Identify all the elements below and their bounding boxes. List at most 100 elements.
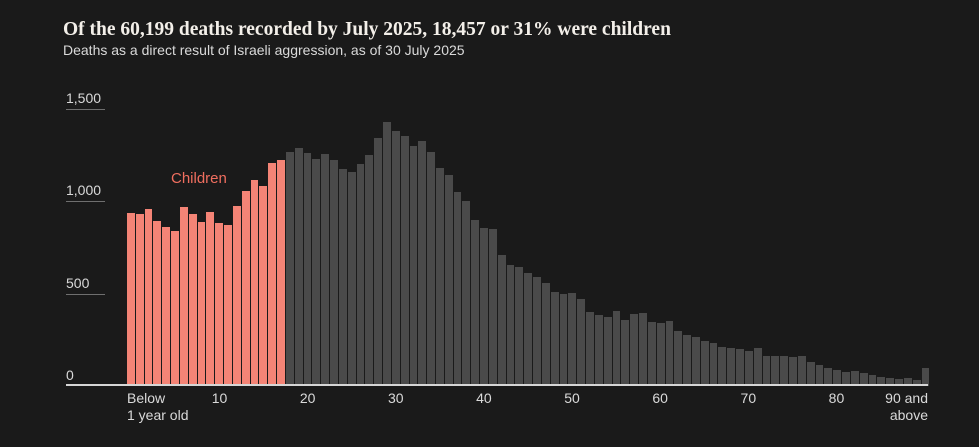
x-tick-label-line: above	[889, 407, 928, 423]
bar-age-28	[374, 137, 383, 386]
bar-chart-area	[127, 109, 930, 386]
bar-age-4	[162, 227, 171, 386]
bar-age-13	[241, 191, 250, 386]
bar-age-63	[683, 334, 691, 386]
bar-age-18	[285, 152, 294, 386]
bar-age-30	[391, 131, 400, 386]
bar-age-81	[842, 372, 850, 386]
bar-age-66	[709, 342, 718, 386]
bar-age-67	[718, 347, 727, 386]
bar-age-10	[215, 222, 224, 386]
bar-age-46	[533, 277, 541, 386]
bar-age-68	[727, 348, 736, 386]
bar-age-42	[497, 254, 506, 386]
bar-age-61	[665, 321, 674, 386]
bar-age-56	[621, 320, 630, 386]
y-tick-label-500: 500	[66, 274, 90, 291]
bar-age-55	[612, 311, 621, 386]
bar-age-35	[435, 168, 444, 386]
bar-age-51	[577, 299, 586, 386]
bar-age-73	[771, 355, 780, 386]
bar-age-70	[744, 350, 753, 386]
bar-age-25	[347, 171, 356, 386]
bar-age-12	[232, 205, 241, 386]
bar-age-23	[330, 159, 338, 386]
bar-age-71	[753, 348, 762, 386]
bar-age-54	[603, 316, 612, 386]
bar-age-32	[409, 145, 418, 386]
bar-age-17	[277, 159, 285, 386]
bar-age-36	[444, 175, 453, 386]
x-tick-label-line: 1 year old	[127, 407, 189, 423]
bar-age-90+	[921, 368, 930, 386]
y-tick-label-1,500: 1,500	[66, 90, 102, 106]
bar-age-45	[524, 273, 533, 386]
x-tick-label-10: 10	[211, 390, 228, 406]
bar-age-3	[153, 220, 162, 386]
x-tick-label-80: 80	[828, 390, 845, 406]
bar-age-39	[471, 219, 480, 386]
bar-age-87	[895, 378, 903, 386]
bar-age-65	[700, 340, 709, 386]
bar-age-33	[418, 141, 427, 386]
bar-age-76	[797, 356, 806, 386]
bar-age-1	[135, 214, 144, 386]
chart-subtitle: Deaths as a direct result of Israeli agg…	[63, 42, 465, 58]
x-tick-label-line: Below	[127, 390, 166, 406]
bar-age-77	[806, 362, 815, 386]
bar-age-21	[312, 158, 321, 386]
bar-age-43	[506, 265, 515, 386]
x-axis-baseline	[66, 384, 928, 386]
bar-age-53	[594, 314, 603, 386]
bar-age-29	[383, 121, 391, 386]
x-tick-label-30: 30	[388, 390, 404, 406]
bar-age-14	[250, 180, 259, 386]
bar-age-59	[647, 322, 656, 386]
bar-age-15	[259, 185, 268, 386]
bar-age-74	[780, 356, 789, 386]
y-tick-line-500	[66, 293, 105, 295]
bar-age-5	[171, 230, 179, 386]
bar-age-8	[197, 221, 206, 386]
bar-age-72	[762, 356, 771, 386]
bar-age-19	[294, 147, 303, 386]
bar-age-64	[692, 337, 700, 386]
bar-age-49	[559, 293, 568, 386]
bar-age-50	[568, 292, 577, 386]
bar-age-48	[550, 291, 559, 386]
bar-age-83	[859, 373, 868, 386]
x-tick-label-70: 70	[740, 390, 757, 406]
x-tick-label-90-and-above: 90 and above	[885, 390, 928, 424]
bar-age-6	[179, 206, 188, 386]
bar-age-41	[488, 229, 497, 386]
bar-age-85	[877, 376, 886, 386]
x-tick-label-below-1-year: Below 1 year old	[127, 390, 188, 424]
bar-age-0	[127, 213, 135, 386]
bar-age-57	[630, 313, 639, 386]
bar-age-34	[427, 152, 435, 386]
x-tick-label-40: 40	[476, 390, 492, 406]
bar-age-58	[639, 312, 647, 386]
y-tick-line-1,500	[66, 109, 105, 110]
bar-age-79	[824, 367, 833, 386]
bar-age-9	[206, 211, 215, 386]
bar-age-60	[656, 323, 665, 386]
x-tick-label-20: 20	[299, 390, 316, 406]
bar-age-69	[736, 349, 744, 386]
bar-age-27	[365, 155, 374, 386]
bar-age-88	[903, 378, 912, 386]
bar-age-82	[850, 371, 859, 386]
bar-age-2	[144, 208, 153, 386]
bar-age-89	[912, 379, 921, 386]
page-title: Of the 60,199 deaths recorded by July 20…	[63, 19, 671, 41]
bar-age-24	[338, 169, 347, 386]
x-tick-label-line: 90 and	[885, 390, 928, 406]
bar-age-47	[541, 282, 550, 386]
children-annotation-label: Children	[171, 170, 227, 187]
bar-age-75	[789, 357, 797, 386]
bar-age-37	[453, 192, 462, 386]
bar-age-44	[515, 266, 524, 386]
x-tick-label-50: 50	[564, 390, 580, 406]
bar-age-78	[815, 364, 824, 386]
bar-age-7	[188, 214, 197, 386]
